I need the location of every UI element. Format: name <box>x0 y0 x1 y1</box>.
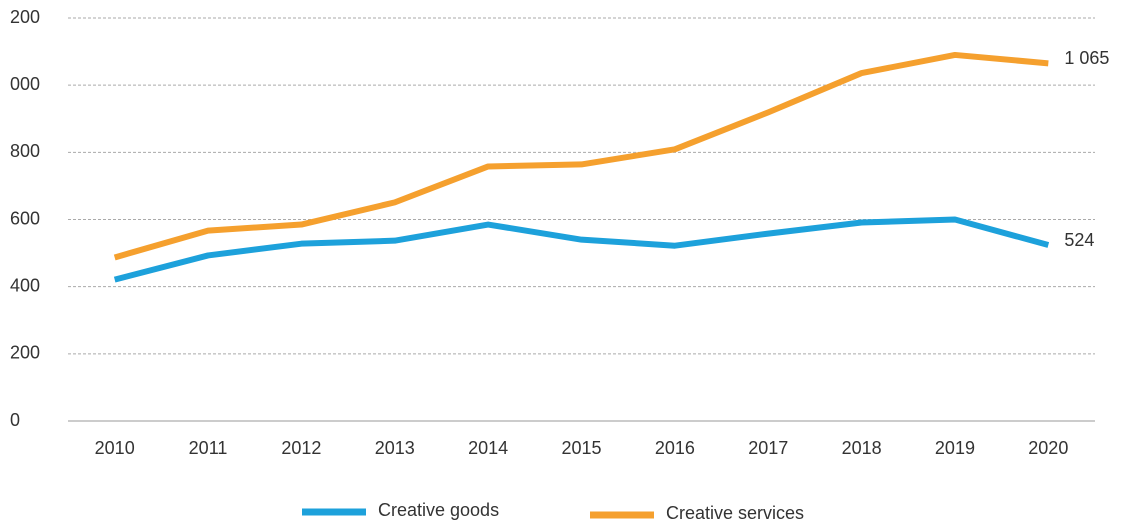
y-tick-label: 200 <box>10 343 40 363</box>
value-label: 524 <box>1064 230 1094 250</box>
legend-label: Creative goods <box>378 500 499 520</box>
y-tick-label: 400 <box>10 275 40 295</box>
x-tick-label: 2018 <box>842 438 882 458</box>
y-tick-label: 0 <box>10 410 20 430</box>
y-tick-label: 000 <box>10 74 40 94</box>
y-tick-label: 600 <box>10 208 40 228</box>
x-tick-label: 2016 <box>655 438 695 458</box>
series-line <box>113 51 1049 261</box>
y-tick-label: 200 <box>10 7 40 27</box>
value-label: 1 065 <box>1064 48 1109 68</box>
x-tick-label: 2010 <box>95 438 135 458</box>
x-tick-label: 2012 <box>281 438 321 458</box>
series-line <box>113 216 1050 283</box>
x-tick-label: 2011 <box>189 438 228 458</box>
x-tick-label: 2014 <box>468 438 508 458</box>
x-tick-label: 2020 <box>1028 438 1068 458</box>
x-tick-label: 2013 <box>375 438 415 458</box>
x-tick-label: 2019 <box>935 438 975 458</box>
y-tick-label: 800 <box>10 141 40 161</box>
x-tick-label: 2015 <box>561 438 601 458</box>
legend-label: Creative services <box>666 503 804 523</box>
x-tick-label: 2017 <box>748 438 788 458</box>
